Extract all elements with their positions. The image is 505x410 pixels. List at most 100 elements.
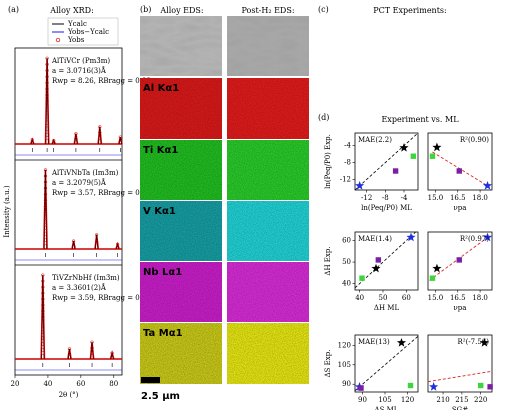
annotation: MAE(2.2): [358, 136, 392, 144]
legend-label: Ycalc: [67, 20, 87, 28]
pattern-lattice: a = 3.0716(3)Å: [52, 66, 107, 75]
observed-point: [43, 223, 48, 227]
x-tick-label: 40: [43, 380, 52, 388]
x-tick-label: 50: [379, 294, 388, 302]
eds-noise: [140, 78, 222, 139]
star-marker: [482, 180, 493, 190]
square-marker: [407, 382, 414, 389]
eds-noise: [227, 262, 309, 322]
observed-point: [52, 138, 56, 143]
square-marker: [429, 153, 436, 159]
x-tick-label: 15.0: [428, 194, 444, 202]
x-tick-label: 215: [455, 396, 468, 404]
observed-point: [30, 138, 34, 142]
observed-point: [45, 62, 49, 67]
observed-point: [45, 75, 49, 79]
pattern-name: AlTiVCr (Pm3̄m): [51, 57, 110, 65]
square-marker: [429, 275, 436, 281]
observed-point: [43, 204, 48, 209]
eds-noise: [227, 201, 309, 261]
x-tick-label: 105: [378, 396, 391, 404]
annotation: R²(0.90): [460, 136, 489, 144]
x-tick-label: 18.0: [472, 194, 488, 202]
observed-point: [43, 174, 48, 178]
observed-point: [45, 56, 49, 60]
identity-line: [354, 132, 419, 191]
observed-point: [41, 285, 45, 289]
observed-point: [41, 345, 45, 349]
plot-frame: [354, 231, 419, 291]
calc-peak: [90, 342, 94, 360]
annotation: MAE(1.4): [358, 235, 392, 243]
plot-frame: [354, 334, 419, 393]
eds-header: Alloy EDS:: [159, 6, 203, 15]
plot-frame: [427, 231, 493, 291]
observed-point: [45, 130, 49, 134]
y-tick-label: -12: [340, 175, 351, 183]
eds-noise: [140, 201, 222, 261]
observed-point: [41, 309, 45, 313]
y-tick-label: 90: [342, 380, 351, 388]
observed-point: [45, 68, 49, 73]
observed-point: [41, 351, 45, 355]
observed-point: [43, 198, 48, 203]
observed-point: [45, 81, 49, 85]
observed-point: [74, 132, 78, 136]
legend-marker: [55, 37, 61, 43]
pattern-fit: Rwp = 3.57, RBragg = 0.42: [52, 189, 151, 197]
plot-frame: [427, 132, 493, 191]
plot-frame: [354, 132, 419, 191]
star-marker: [482, 232, 493, 242]
observed-point: [45, 123, 49, 128]
x-axis-label: 2θ (°): [59, 391, 79, 399]
observed-point: [43, 216, 48, 221]
identity-line: [354, 335, 419, 392]
annotation: R²(-7.56): [458, 338, 490, 346]
observed-point: [45, 111, 49, 116]
pattern-name: AlTiVNbTa (Im3̄m): [51, 169, 119, 177]
observed-point: [43, 168, 48, 172]
star-marker: [406, 232, 416, 242]
x-axis-label: νpa: [454, 204, 467, 212]
y-tick-label: -4: [344, 142, 351, 150]
observed-point: [45, 105, 49, 109]
observed-point: [45, 136, 49, 140]
observed-point: [98, 125, 102, 129]
plot-frame: [427, 334, 493, 393]
pattern-fit: Rwp = 3.59, RBragg = 0.9: [52, 294, 146, 302]
x-tick-label: 16.5: [450, 294, 466, 302]
element-label: Al Kα1: [143, 83, 179, 94]
calc-peak: [41, 275, 45, 360]
legend-label: Yobs−Ycalc: [67, 28, 109, 36]
observed-point: [41, 291, 45, 295]
y-axis-label: ln(Peq/P0) Exp.: [324, 134, 332, 189]
observed-point: [43, 235, 48, 239]
square-marker: [375, 257, 382, 263]
observed-point: [41, 333, 45, 337]
observed-point: [43, 210, 48, 215]
eds-noise: [140, 262, 222, 322]
eds-noise: [227, 323, 309, 384]
y-axis-label: ΔH Exp.: [324, 246, 332, 275]
observed-point: [67, 347, 72, 351]
panel-label: (d): [318, 113, 329, 122]
square-marker: [359, 275, 365, 281]
observed-point: [94, 240, 99, 244]
square-marker: [478, 382, 484, 389]
observed-point: [41, 321, 45, 325]
observed-point: [90, 346, 94, 350]
y-axis-label: Intensity (a.u.): [3, 185, 11, 237]
calc-peak: [68, 348, 71, 360]
sem-texture: [227, 16, 309, 76]
x-tick-label: -4: [401, 194, 408, 202]
pattern-fit: Rwp = 8.26, RBragg = 0.83: [52, 77, 151, 85]
observed-point: [118, 135, 123, 139]
calc-peak: [116, 244, 119, 250]
star-marker: [355, 180, 365, 190]
calc-peak: [30, 138, 34, 145]
x-tick-label: 120: [401, 396, 414, 404]
observed-point: [41, 297, 45, 301]
eds-header: Post-H₂ EDS:: [241, 6, 294, 15]
star-marker: [371, 263, 381, 273]
observed-point: [43, 186, 48, 190]
